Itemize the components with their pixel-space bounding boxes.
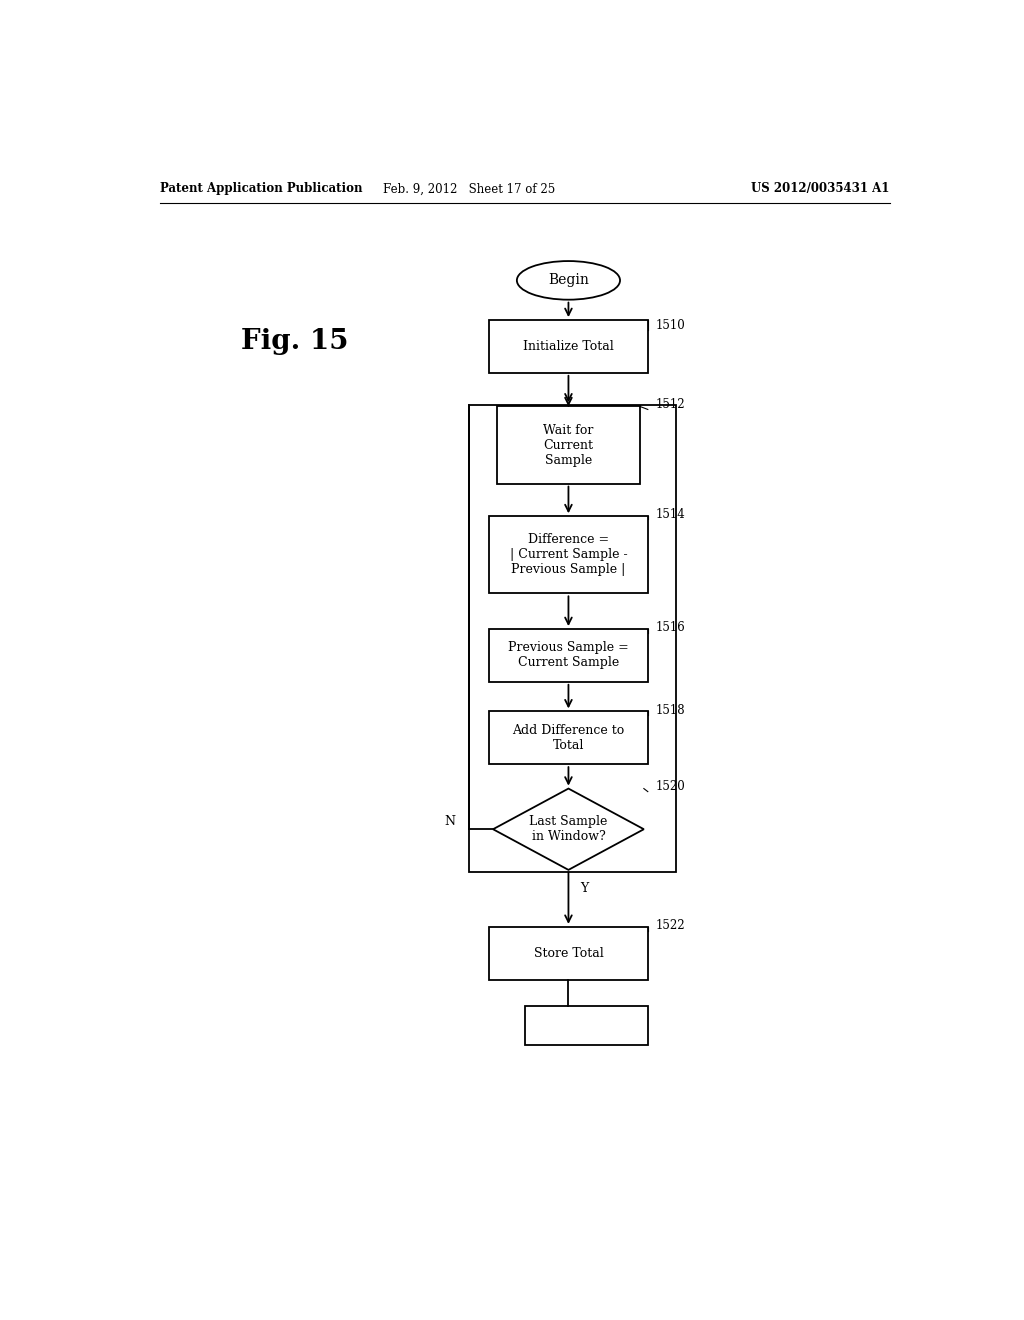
Text: 1522: 1522 — [655, 919, 685, 932]
Text: N: N — [444, 814, 455, 828]
Text: Patent Application Publication: Patent Application Publication — [160, 182, 362, 195]
Text: Fig. 15: Fig. 15 — [241, 327, 348, 355]
Text: 1514: 1514 — [655, 508, 685, 520]
Text: Initialize Total: Initialize Total — [523, 341, 613, 352]
Text: 1516: 1516 — [655, 622, 685, 635]
Text: 1520: 1520 — [655, 780, 685, 793]
Bar — [489, 319, 648, 372]
Polygon shape — [494, 788, 644, 870]
Bar — [489, 711, 648, 764]
Text: Difference =
| Current Sample -
Previous Sample |: Difference = | Current Sample - Previous… — [510, 533, 628, 577]
Bar — [497, 407, 640, 483]
Bar — [489, 927, 648, 979]
Bar — [489, 630, 648, 682]
Text: Add Difference to
Total: Add Difference to Total — [512, 723, 625, 752]
Text: Last Sample
in Window?: Last Sample in Window? — [529, 816, 607, 843]
Text: Feb. 9, 2012   Sheet 17 of 25: Feb. 9, 2012 Sheet 17 of 25 — [383, 182, 555, 195]
Text: Previous Sample =
Current Sample: Previous Sample = Current Sample — [508, 642, 629, 669]
Text: Wait for
Current
Sample: Wait for Current Sample — [544, 424, 594, 466]
Text: 1510: 1510 — [655, 318, 685, 331]
Text: Store Total: Store Total — [534, 946, 603, 960]
Text: 1512: 1512 — [655, 397, 685, 411]
Text: US 2012/0035431 A1: US 2012/0035431 A1 — [752, 182, 890, 195]
Text: 1518: 1518 — [655, 704, 685, 717]
Bar — [469, 405, 676, 873]
Text: Begin: Begin — [548, 273, 589, 288]
Bar — [489, 516, 648, 594]
Ellipse shape — [517, 261, 621, 300]
Text: Y: Y — [581, 882, 589, 895]
Bar — [525, 1006, 648, 1044]
